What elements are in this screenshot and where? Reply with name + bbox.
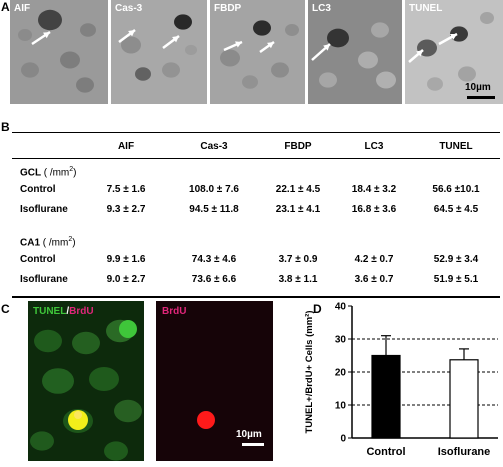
micrograph-cas-3: Cas-3 (111, 0, 207, 104)
panel-a-letter: A (1, 0, 10, 14)
micrograph-aif: AIF (10, 0, 108, 104)
table-cell: 7.5 ± 1.6 (106, 184, 146, 195)
cell-nucleus (104, 441, 128, 461)
table-cell: 3.6 ± 0.7 (354, 274, 394, 285)
table-cell: 4.2 ± 0.7 (354, 254, 394, 265)
column-header: FBDP (284, 141, 312, 152)
table-top-rule (12, 132, 500, 133)
table-cell: 16.8 ± 3.6 (351, 204, 397, 215)
table-cell: 73.6 ± 6.6 (191, 274, 237, 285)
cell-nucleus (34, 329, 62, 353)
row-label: Isoflurane (20, 204, 68, 215)
micrograph-fbdp: FBDP (210, 0, 305, 104)
panel-b-letter: B (1, 120, 10, 134)
section-title: CA1 ( /mm2) (20, 236, 76, 249)
table-cell: 18.4 ± 3.2 (351, 184, 397, 195)
section-title: GCL ( /mm2) (20, 166, 77, 179)
column-header: LC3 (364, 141, 384, 152)
double-positive-cell (68, 410, 88, 430)
table-cell: 64.5 ± 4.5 (433, 204, 479, 215)
micrograph-label: TUNEL (409, 3, 443, 14)
channel-separator: / (66, 306, 70, 317)
arrow-icon (223, 40, 243, 52)
y-tick-label: 0 (340, 434, 346, 445)
arrow-icon (162, 35, 180, 49)
micrograph-label: FBDP (214, 3, 242, 14)
tunel-positive-cell (119, 320, 137, 338)
table-cell: 3.8 ± 1.1 (278, 274, 318, 285)
micrograph-label: LC3 (312, 3, 331, 14)
brdu-positive-cell (197, 411, 215, 429)
row-label: Isoflurane (20, 274, 68, 285)
arrow-icon (408, 49, 424, 63)
table-cell: 3.7 ± 0.9 (278, 254, 318, 265)
cell-nucleus (42, 368, 74, 394)
scale-bar-label: 10µm (236, 429, 262, 440)
micrograph-label: AIF (14, 3, 31, 14)
scale-bar (242, 443, 264, 446)
y-tick-label: 10 (335, 401, 347, 412)
table-cell: 56.6 ±10.1 (432, 184, 480, 195)
column-header: TUNEL (439, 141, 473, 152)
arrow-icon (118, 29, 136, 43)
column-header: AIF (117, 141, 135, 152)
table-cell: 94.5 ± 11.8 (189, 204, 239, 215)
micrograph-tunel: TUNEL 10µm (405, 0, 503, 104)
cell-nucleus (72, 331, 100, 355)
micrograph-label: Cas-3 (115, 3, 143, 14)
scale-bar (467, 96, 495, 99)
arrow-icon (438, 32, 458, 46)
x-tick-label: Isoflurane (438, 446, 491, 458)
fluor-merged-image: TUNEL/BrdU (28, 301, 144, 461)
table-cell: 9.0 ± 2.7 (106, 274, 146, 285)
column-header: Cas-3 (200, 141, 228, 152)
table-cell: 51.9 ± 5.1 (433, 274, 479, 285)
table-cell: 108.0 ± 7.6 (189, 184, 239, 195)
bar-chart: TUNEL+/BrdU+ Cells (mm²) 0 10 20 30 40 Control… (300, 300, 503, 462)
arrow-icon (259, 40, 275, 54)
y-axis-label: TUNEL+/BrdU+ Cells (mm²) (304, 311, 315, 434)
table-bottom-rule (12, 296, 500, 298)
row-label: Control (20, 254, 56, 265)
cell-nucleus (30, 431, 54, 451)
table-cell: 74.3 ± 4.6 (191, 254, 237, 265)
cell-nucleus (89, 367, 119, 391)
table-cell: 9.3 ± 2.7 (106, 204, 146, 215)
micrograph-lc3: LC3 (308, 0, 402, 104)
table-cell: 52.9 ± 3.4 (433, 254, 479, 265)
fluor-brdu-image: BrdU 10µm (156, 301, 273, 461)
arrow-icon (311, 43, 331, 61)
table-cell: 9.9 ± 1.6 (106, 254, 146, 265)
brdu-channel-label: BrdU (69, 306, 94, 317)
table-cell: 22.1 ± 4.5 (275, 184, 321, 195)
y-tick-label: 20 (335, 368, 347, 379)
table-header-rule (12, 158, 500, 159)
arrow-icon (31, 30, 51, 46)
bar-isoflurane (449, 359, 479, 439)
bar-control (371, 354, 401, 439)
scale-bar-label: 10µm (465, 82, 491, 93)
y-tick-label: 30 (335, 335, 347, 346)
cell-nucleus (114, 399, 142, 423)
panel-c-letter: C (1, 302, 10, 316)
tunel-channel-label: TUNEL (33, 306, 67, 317)
brdu-label: BrdU (162, 306, 187, 317)
x-tick-label: Control (366, 446, 405, 458)
y-tick-label: 40 (335, 302, 347, 313)
row-label: Control (20, 184, 56, 195)
table-cell: 23.1 ± 4.1 (275, 204, 321, 215)
panel-d-letter: D (313, 302, 322, 316)
